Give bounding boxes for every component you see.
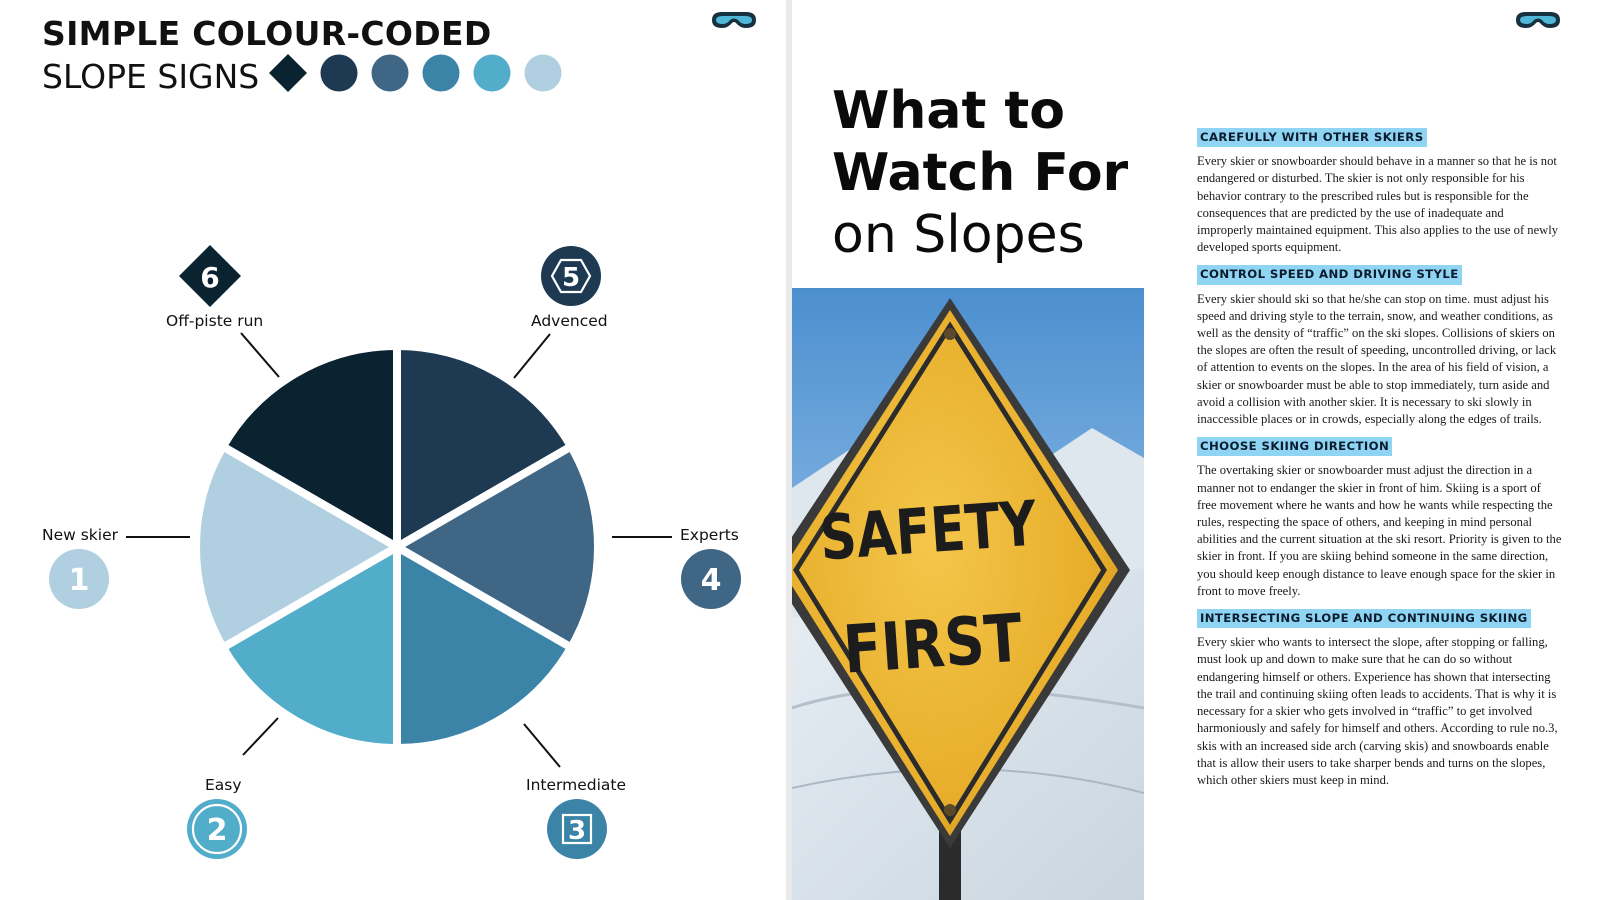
section-heading: CONTROL SPEED AND DRIVING STYLE (1197, 265, 1462, 285)
section-heading: CHOOSE SKIING DIRECTION (1197, 437, 1393, 457)
label-easy: Easy (205, 776, 242, 794)
badge-level-6: 6 (179, 245, 241, 307)
sign-text-safety: SAFETY (818, 488, 1040, 575)
badge-level-2: 2 (187, 799, 247, 859)
colour-swatch (269, 54, 307, 92)
label-intermediate: Intermediate (526, 776, 627, 794)
section-text: The overtaking skier or snowboarder must… (1197, 463, 1562, 598)
ski-goggles-icon (712, 12, 756, 28)
safety-first-sign-photo: SAFETY FIRST (792, 288, 1144, 900)
colour-swatch (524, 54, 562, 92)
section-text: Every skier or snowboarder should behave… (1197, 154, 1559, 255)
label-new-skier: New skier (42, 526, 119, 544)
callout-line (523, 723, 561, 768)
colour-swatch (473, 54, 511, 92)
headline-line-2: Watch For (832, 143, 1129, 203)
section-text: Every skier who wants to intersect the s… (1197, 635, 1558, 787)
section-text: Every skier should ski so that he/she ca… (1197, 291, 1557, 427)
section-intersecting: INTERSECTING SLOPE AND CONTINUING SKIING… (1197, 609, 1562, 789)
svg-text:6: 6 (200, 261, 219, 294)
colour-swatch (320, 54, 358, 92)
section-speed: CONTROL SPEED AND DRIVING STYLE Every sk… (1197, 265, 1562, 428)
right-page: What to Watch For on Slopes (792, 0, 1600, 900)
article-headline: What to Watch For on Slopes (832, 80, 1128, 266)
section-heading: CAREFULLY WITH OTHER SKIERS (1197, 128, 1427, 148)
pie-slice-level-2 (218, 543, 401, 752)
section-direction: CHOOSE SKIING DIRECTION The overtaking s… (1197, 437, 1562, 600)
badge-level-4: 4 (681, 549, 741, 609)
label-advanced: Advenced (531, 312, 608, 330)
left-page: SIMPLE COLOUR-CODED SLOPE SIGNS New skie… (0, 0, 786, 900)
svg-text:2: 2 (207, 813, 228, 848)
svg-text:1: 1 (69, 563, 90, 598)
sign-text-first: FIRST (841, 600, 1025, 689)
pie-slice-level-3 (393, 543, 576, 752)
page-subtitle: SLOPE SIGNS (42, 57, 260, 96)
pie-slice-level-6 (218, 342, 401, 551)
svg-text:5: 5 (562, 263, 580, 293)
headline-line-1: What to (832, 81, 1066, 141)
callout-line (242, 717, 279, 756)
colour-swatch (371, 54, 409, 92)
badge-level-5: 5 (541, 246, 601, 306)
badge-level-3: 3 (547, 799, 607, 859)
svg-text:4: 4 (701, 563, 722, 598)
label-off-piste-run: Off-piste run (166, 312, 264, 330)
page-title: SIMPLE COLOUR-CODED (42, 14, 492, 53)
section-careful: CAREFULLY WITH OTHER SKIERS Every skier … (1197, 128, 1562, 256)
badge-level-1: 1 (49, 549, 109, 609)
colour-swatch-row (269, 54, 562, 92)
section-heading: INTERSECTING SLOPE AND CONTINUING SKIING (1197, 609, 1531, 629)
headline-line-3: on Slopes (832, 205, 1085, 265)
callout-line (240, 332, 280, 378)
label-experts: Experts (680, 526, 739, 544)
pie-slice-level-1 (192, 442, 401, 652)
svg-text:3: 3 (568, 816, 586, 846)
pie-slice-level-4 (393, 442, 602, 652)
article-body: CAREFULLY WITH OTHER SKIERS Every skier … (1197, 128, 1562, 798)
slope-level-pie (126, 332, 672, 768)
colour-swatch (422, 54, 460, 92)
ski-goggles-icon (1516, 12, 1560, 28)
callout-line (513, 333, 551, 379)
pie-slice-level-5 (393, 342, 576, 551)
